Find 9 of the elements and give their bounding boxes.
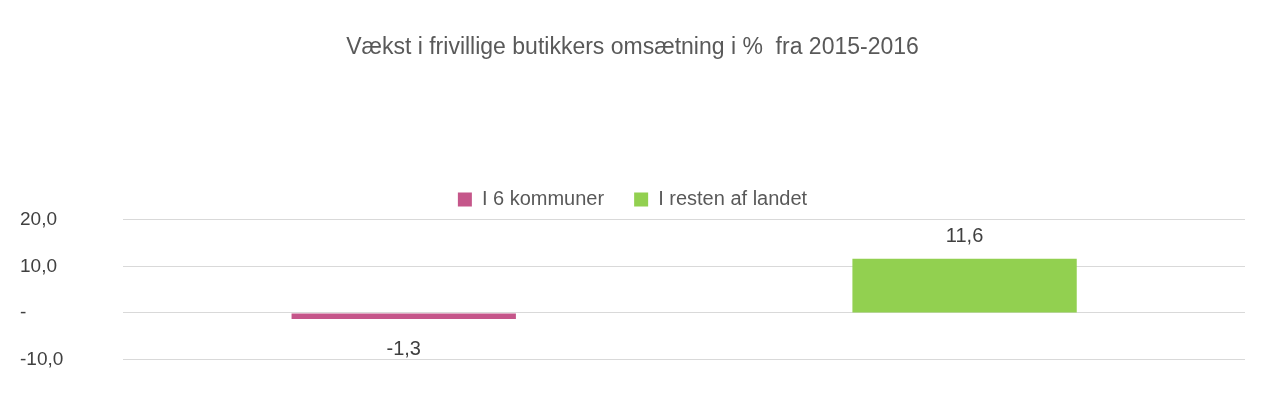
data-label: -1,3: [386, 336, 421, 359]
legend-label: I 6 kommuner: [481, 187, 605, 210]
y-tick-label: -: [20, 301, 27, 323]
y-tick-label: 20,0: [20, 207, 57, 229]
y-tick-label: -10,0: [20, 347, 64, 369]
legend-label: I resten af landet: [658, 187, 808, 210]
y-tick-label: 10,0: [20, 254, 57, 276]
data-label: 11,6: [945, 224, 984, 247]
chart-title: Vækst i frivillige butikkers omsætning i % fra 2015-2016: [346, 33, 919, 60]
